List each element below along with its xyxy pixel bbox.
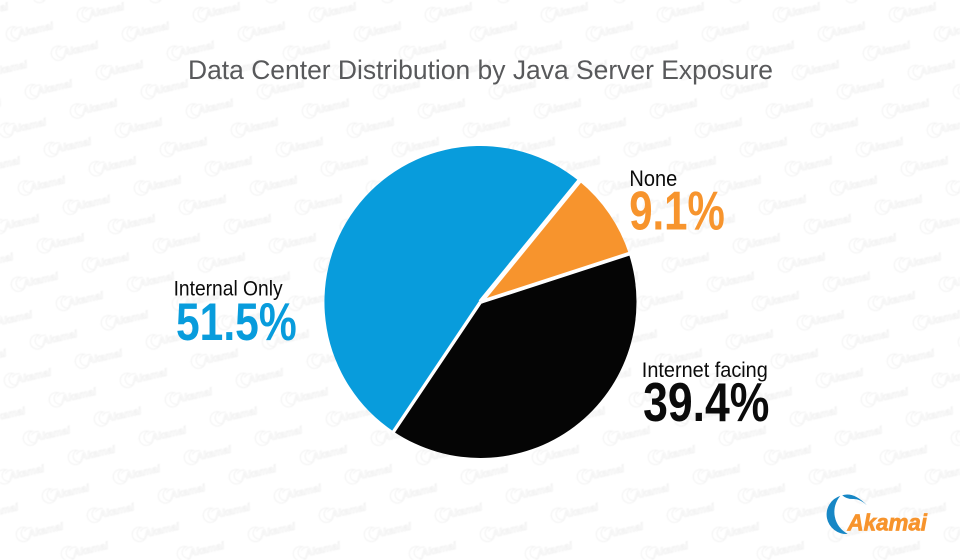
- svg-text:Akamai: Akamai: [847, 509, 928, 535]
- svg-text:39.4%: 39.4%: [643, 371, 769, 433]
- svg-text:Data Center Distribution by Ja: Data Center Distribution by Java Server …: [188, 55, 773, 85]
- svg-text:9.1%: 9.1%: [629, 180, 725, 242]
- svg-text:Internal Only: Internal Only: [174, 277, 283, 300]
- svg-text:None: None: [629, 166, 677, 191]
- svg-text:Internet facing: Internet facing: [642, 359, 768, 382]
- svg-text:51.5%: 51.5%: [176, 293, 297, 352]
